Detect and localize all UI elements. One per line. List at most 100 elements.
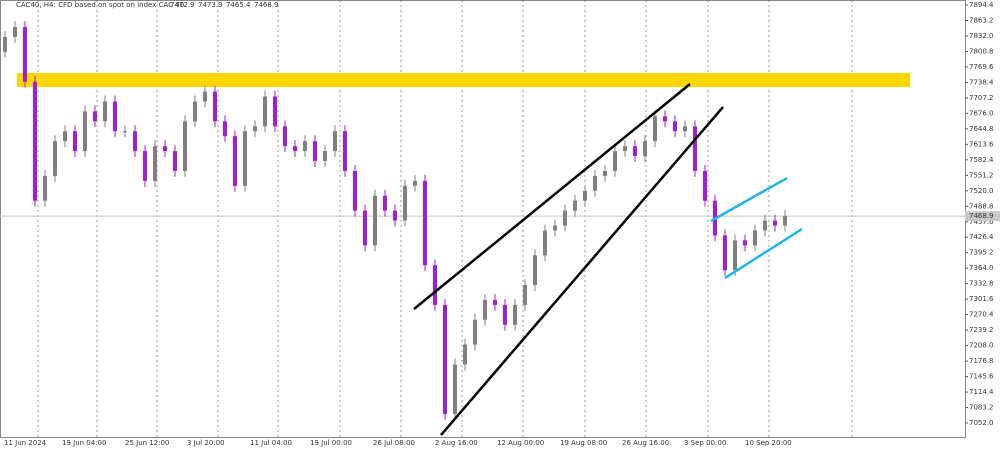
candle-body [663, 116, 667, 122]
candle-body [83, 111, 87, 152]
y-tick-label: 7800.8 [969, 47, 994, 55]
candle-body [273, 96, 277, 127]
y-tick-label: 7364.0 [969, 264, 994, 272]
x-tick-label: 10 Sep 20:00 [745, 439, 792, 447]
candle-body [763, 220, 767, 231]
price-label: 7468.9 [969, 212, 994, 220]
y-tick-label: 7270.4 [969, 311, 994, 319]
candle-body [533, 255, 537, 286]
header-value: 7473.9 [198, 1, 223, 9]
y-tick-label: 7145.6 [969, 373, 994, 381]
y-tick-label: 7332.8 [969, 280, 994, 288]
candle-body [303, 141, 307, 152]
y-tick-label: 7520.0 [969, 187, 994, 195]
candle-body [243, 131, 247, 186]
y-tick-label: 7582.4 [969, 156, 994, 164]
candle-body [163, 146, 167, 152]
candle-body [73, 131, 77, 152]
candle-body [263, 96, 267, 127]
trend-line [413, 83, 691, 310]
y-tick-label: 7894.4 [969, 1, 994, 9]
plot-frame [0, 0, 966, 438]
candle-body [3, 36, 7, 52]
price-label-box [965, 211, 1000, 222]
y-tick-label: 7176.8 [969, 357, 994, 365]
candle-body [543, 230, 547, 256]
candle-body [573, 200, 577, 211]
candle-body [283, 126, 287, 147]
candle-body [643, 141, 647, 157]
resistance-zone [17, 72, 910, 88]
candle-body [553, 225, 557, 231]
x-tick-label: 11 Jun 2024 [4, 439, 47, 447]
candle-body [413, 180, 417, 186]
candle-body [433, 265, 437, 305]
candle-body [493, 299, 497, 305]
y-tick-label: 7769.6 [969, 63, 994, 71]
candle-body [623, 146, 627, 152]
y-tick-label: 7551.2 [969, 171, 994, 179]
candle-body [443, 304, 447, 415]
candle-body [343, 131, 347, 171]
candle-body [223, 121, 227, 137]
header-value: 7472.9 [170, 1, 195, 9]
candle-body [673, 121, 677, 132]
chart-title: CAC40, H4: CFD based on spot on index CA… [16, 1, 184, 9]
candle-body [383, 195, 387, 211]
y-tick-label: 7738.4 [969, 78, 994, 86]
y-tick-label: 7083.2 [969, 404, 994, 412]
y-tick-label: 7114.4 [969, 388, 994, 396]
header-value: 7465.4 [226, 1, 251, 9]
x-tick-label: 25 Jun 12:00 [125, 439, 169, 447]
x-tick-label: 3 Jul 20:00 [187, 439, 225, 447]
x-tick-label: 12 Aug 00:00 [497, 439, 544, 447]
y-tick-label: 7488.8 [969, 202, 994, 210]
candle-body [633, 146, 637, 157]
candle-body [393, 210, 397, 221]
candle-body [193, 101, 197, 122]
candle-body [703, 170, 707, 201]
y-tick-label: 7832.0 [969, 32, 994, 40]
y-tick-label: 7863.2 [969, 16, 994, 24]
candle-body [183, 121, 187, 171]
candle-body [563, 210, 567, 226]
y-tick-label: 7239.2 [969, 326, 994, 334]
candle-body [53, 141, 57, 176]
x-tick-label: 19 Aug 08:00 [560, 439, 607, 447]
candle-body [453, 364, 457, 415]
candle-body [523, 285, 527, 305]
y-tick-label: 7395.2 [969, 249, 994, 257]
candle-body [23, 27, 27, 82]
candle-body [503, 304, 507, 325]
candle-body [513, 304, 517, 325]
trend-line [440, 106, 724, 436]
candle-body [363, 210, 367, 246]
header-value: 7468.9 [254, 1, 279, 9]
candle-body [63, 131, 67, 142]
y-tick-label: 7426.4 [969, 233, 994, 241]
candle-body [13, 27, 17, 37]
y-tick-label: 7301.6 [969, 295, 994, 303]
candle-body [423, 180, 427, 266]
candle-body [253, 126, 257, 132]
candle-body [143, 151, 147, 181]
y-tick-label: 7052.0 [969, 419, 994, 427]
candle-body [353, 170, 357, 211]
candle-body [313, 141, 317, 162]
candle-body [43, 175, 47, 201]
x-tick-label: 2 Aug 16:00 [435, 439, 478, 447]
y-tick-label: 7644.8 [969, 125, 994, 133]
candle-body [323, 151, 327, 162]
candle-body [773, 220, 777, 226]
candle-body [133, 131, 137, 152]
candle-body [753, 230, 757, 246]
candle-body [153, 146, 157, 181]
candle-body [203, 91, 207, 102]
candle-body [93, 111, 97, 122]
x-tick-label: 3 Sep 00:00 [684, 439, 726, 447]
candle-body [233, 136, 237, 186]
candle-body [213, 91, 217, 122]
candle-body [743, 240, 747, 246]
candle-body [473, 319, 477, 345]
candle-body [683, 126, 687, 132]
